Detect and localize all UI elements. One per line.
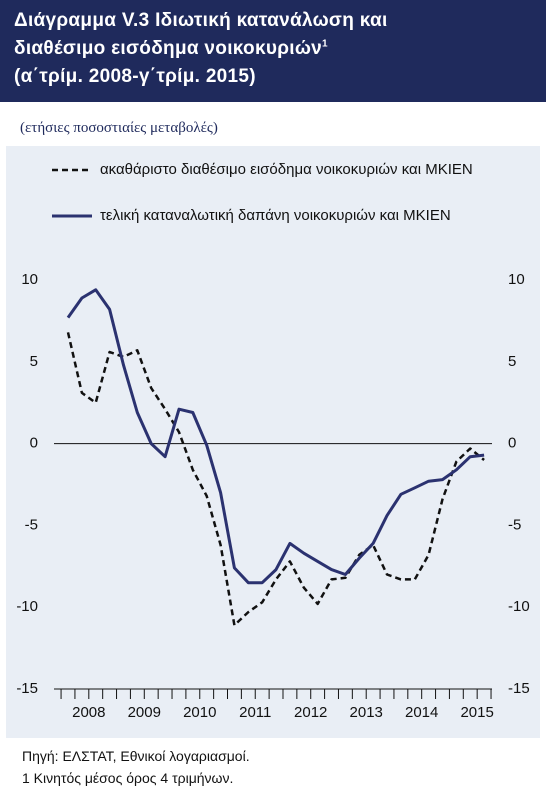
title-note: 1 <box>322 38 328 50</box>
y-tick-label: -5 <box>25 516 38 533</box>
x-tick-label: 2013 <box>350 704 383 721</box>
title-text: διαθέσιμο εισόδημα νοικοκυριών <box>14 38 323 59</box>
y-tick-label: -10 <box>16 598 38 615</box>
y-tick-label: 5 <box>30 353 38 370</box>
title-line: (α΄τρίμ. 2008-γ΄τρίμ. 2015) <box>14 66 256 87</box>
legend-label: τελική καταναλωτική δαπάνη νοικοκυριών κ… <box>100 207 451 224</box>
x-tick-label: 2012 <box>294 704 327 721</box>
chart-panel <box>6 146 540 738</box>
legend-label: ακαθάριστο διαθέσιμο εισόδημα νοικοκυριώ… <box>100 161 473 178</box>
title-line: Διάγραμμα V.3 Ιδιωτική κατανάλωση και <box>14 10 388 31</box>
y-tick-label: -15 <box>16 680 38 697</box>
x-tick-label: 2009 <box>128 704 161 721</box>
y2-tick-label: -15 <box>508 680 530 697</box>
x-tick-label: 2011 <box>239 704 271 721</box>
x-tick-label: 2014 <box>405 704 438 721</box>
y-tick-label: 10 <box>21 271 38 288</box>
y2-tick-label: 5 <box>508 353 516 370</box>
y2-tick-label: 0 <box>508 435 516 452</box>
title-line: διαθέσιμο εισόδημα νοικοκυριών1 <box>14 38 328 60</box>
y2-tick-label: -10 <box>508 598 530 615</box>
y2-tick-label: 10 <box>508 271 525 288</box>
footnote: 1 Κινητός μέσος όρος 4 τριμήνων. <box>22 770 234 786</box>
header: Διάγραμμα V.3 Ιδιωτική κατανάλωση και δι… <box>0 0 546 102</box>
x-tick-label: 2010 <box>183 704 216 721</box>
source: Πηγή: ΕΛΣΤΑΤ, Εθνικοί λογαριασμοί. <box>22 748 250 764</box>
series-line <box>66 332 485 627</box>
y-tick-label: 0 <box>30 435 38 452</box>
x-tick-label: 2015 <box>460 704 493 721</box>
subtitle: (ετήσιες ποσοστιαίες μεταβολές) <box>20 120 218 136</box>
x-tick-label: 2008 <box>72 704 105 721</box>
series-line <box>66 288 485 585</box>
y2-tick-label: -5 <box>508 516 521 533</box>
